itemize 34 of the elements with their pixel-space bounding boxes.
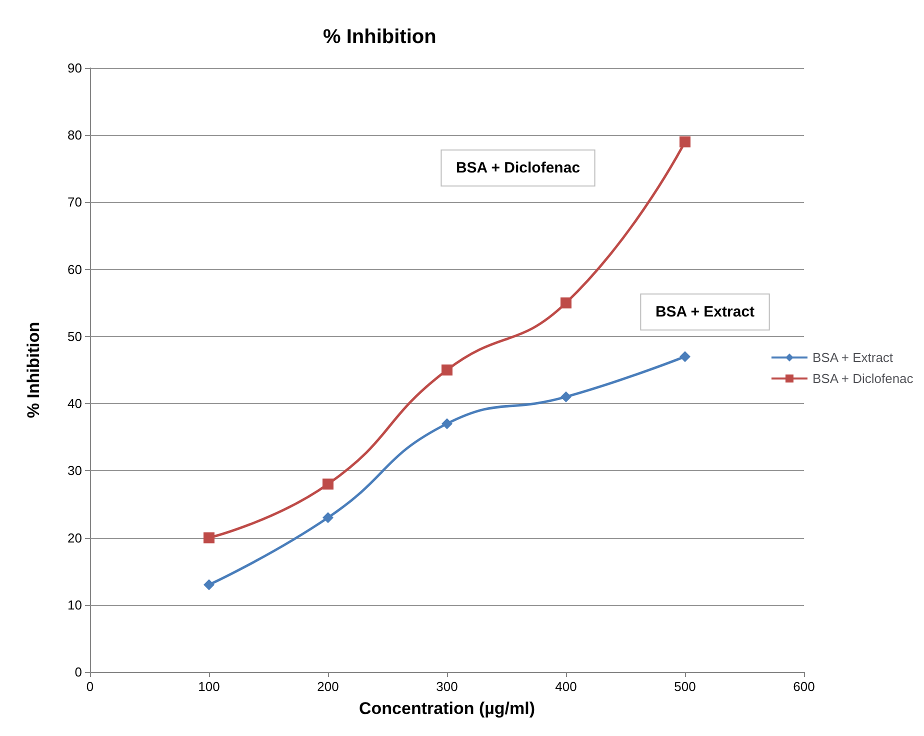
y-tick-label: 30 <box>68 463 82 478</box>
point <box>442 418 452 430</box>
x-tick-label: 0 <box>86 679 94 694</box>
point <box>322 478 334 490</box>
annotation: BSA + Extract <box>655 304 755 320</box>
y-tick-label: 40 <box>68 396 82 412</box>
y-tick-label: 60 <box>68 262 82 277</box>
y-tick-label: 0 <box>74 664 82 680</box>
x-tick-label: 200 <box>317 679 339 694</box>
y-tick-label: 80 <box>68 128 82 143</box>
y-tick-label: 50 <box>68 328 82 344</box>
x-tick-label: 500 <box>674 679 696 694</box>
point <box>560 297 572 308</box>
y-tick-label: 20 <box>68 530 82 546</box>
x-tick-label: 100 <box>198 679 220 694</box>
x-tick-label: 400 <box>555 679 577 694</box>
legend-label: BSA + Extract <box>812 350 894 365</box>
chart-title: % Inhibition <box>323 26 436 48</box>
point <box>680 351 690 362</box>
annotation: BSA + Diclofenac <box>456 160 580 176</box>
y-axis-title: % Inhibition <box>24 322 43 418</box>
x-tick-label: 300 <box>436 679 458 694</box>
point <box>322 512 334 524</box>
point <box>204 532 214 544</box>
point <box>442 364 452 376</box>
point <box>560 391 572 402</box>
x-axis-title: Concentration (µg/ml) <box>358 699 536 718</box>
y-tick-label: 90 <box>68 60 82 76</box>
y-tick-label: 70 <box>68 194 82 210</box>
x-tick-label: 600 <box>793 679 815 694</box>
point <box>204 579 214 590</box>
point <box>680 136 690 148</box>
y-tick-label: 10 <box>68 597 82 612</box>
legend-label: BSA + Diclofenac <box>812 371 914 386</box>
